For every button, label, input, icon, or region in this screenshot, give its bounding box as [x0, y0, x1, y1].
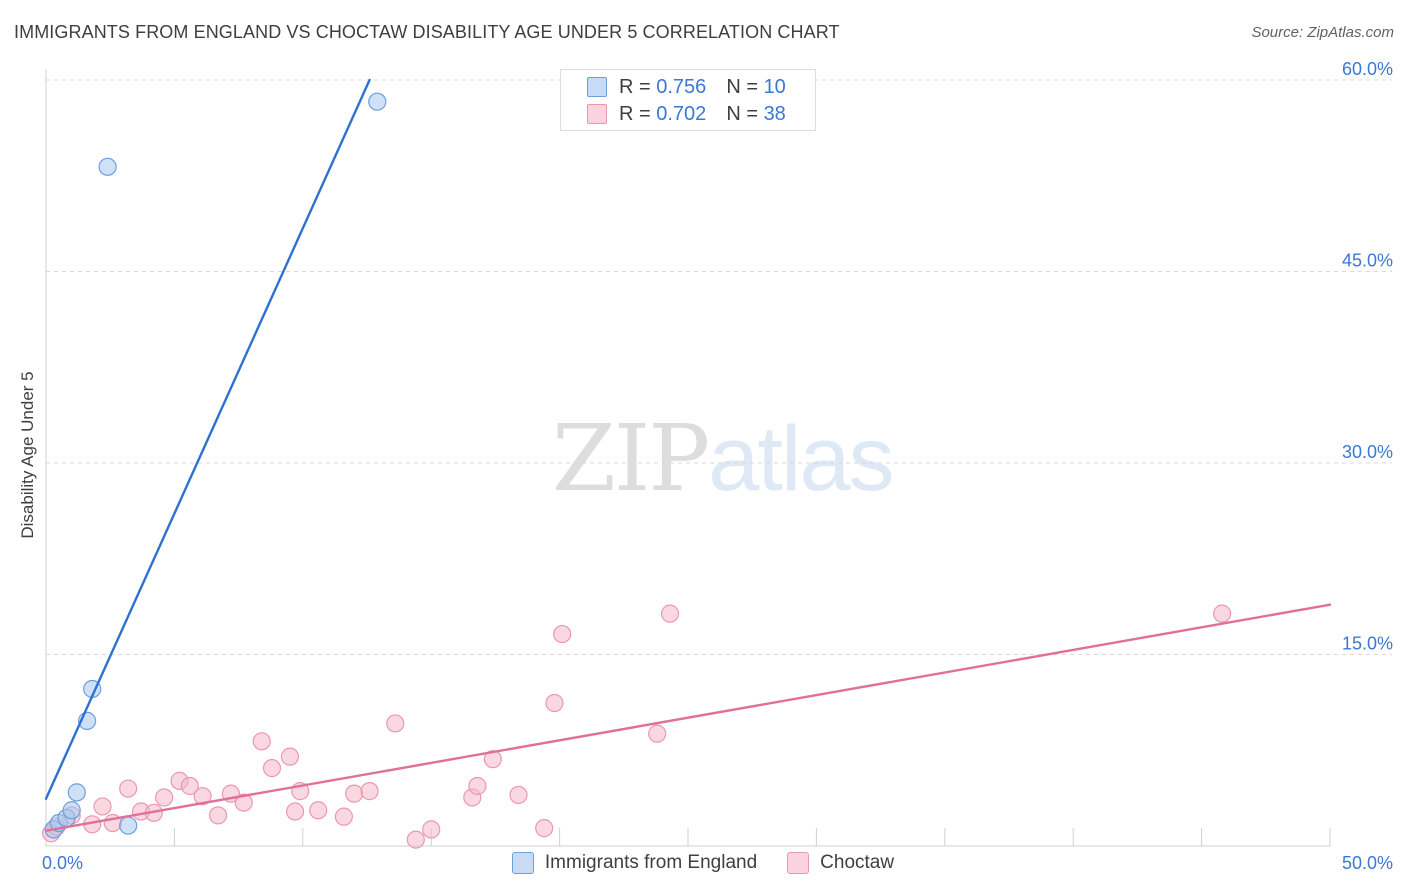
source-label: Source: ZipAtlas.com: [1251, 24, 1394, 41]
legend-r-value-choctaw: 0.702: [656, 102, 707, 125]
point-choctaw-6: [119, 779, 138, 798]
point-choctaw-35: [648, 724, 667, 743]
series-name-england: Immigrants from England: [544, 852, 758, 873]
point-choctaw-22: [334, 807, 353, 826]
point-choctaw-18: [280, 747, 300, 766]
point-choctaw-31: [509, 785, 528, 805]
point-choctaw-12: [193, 787, 212, 806]
legend-n-label: N =: [726, 75, 758, 98]
legend-r-value-england: 0.756: [656, 75, 707, 98]
point-choctaw-9: [155, 788, 174, 807]
series-name-choctaw: Choctaw: [820, 852, 895, 873]
point-choctaw-30: [483, 750, 502, 769]
point-choctaw-23: [345, 784, 364, 803]
point-choctaw-19: [285, 802, 305, 821]
y-tick-label-30: 30.0%: [1342, 442, 1393, 462]
watermark-zip: ZIP: [552, 405, 710, 512]
x-ticks: [45, 828, 1331, 846]
point-choctaw-13: [208, 806, 228, 825]
legend-n-label: N =: [726, 102, 758, 125]
series-legend: Immigrants from England Choctaw: [0, 852, 1406, 874]
y-tick-label-60: 60.0%: [1342, 59, 1393, 79]
trend-lines: [44, 78, 1332, 832]
y-tick-label-45: 45.0%: [1342, 251, 1393, 271]
point-choctaw-33: [545, 693, 564, 713]
point-choctaw-29: [468, 776, 487, 796]
chart-title: IMMIGRANTS FROM ENGLAND VS CHOCTAW DISAB…: [14, 22, 840, 42]
correlation-legend: R = 0.756 N = 10 R = 0.702 N = 38: [560, 69, 816, 131]
point-england-8: [119, 816, 138, 835]
point-choctaw-21: [309, 801, 328, 820]
y-tick-labels: 15.0% 30.0% 45.0% 60.0%: [1342, 59, 1393, 654]
point-choctaw-24: [360, 782, 379, 801]
zipatlas-watermark: ZIPatlas: [552, 405, 895, 512]
watermark-atlas: atlas: [708, 408, 894, 510]
point-choctaw-4: [93, 797, 112, 816]
legend-n-value-england: 10: [763, 75, 786, 98]
point-choctaw-37: [1213, 604, 1232, 623]
trend-line-england: [44, 78, 371, 800]
legend-swatch-choctaw: [587, 104, 607, 124]
legend-r-label: R =: [619, 102, 651, 125]
point-choctaw-15: [234, 793, 253, 812]
point-england-3: [62, 801, 81, 820]
x-tick-label-max: 50.0%: [1342, 853, 1393, 873]
point-choctaw-11: [180, 776, 199, 796]
point-choctaw-36: [660, 604, 680, 623]
legend-row-england: R = 0.756 N = 10: [587, 74, 786, 100]
legend-r-label: R =: [619, 75, 651, 98]
trend-line-choctaw: [44, 603, 1332, 832]
legend-swatch-england: [587, 77, 607, 97]
data-points: [42, 92, 1232, 849]
point-choctaw-34: [553, 624, 572, 644]
series-legend-england[interactable]: Immigrants from England: [511, 852, 758, 874]
series-swatch-england: [511, 852, 534, 874]
grid-lines: [46, 79, 1392, 655]
point-england-4: [67, 783, 86, 802]
axes: [45, 70, 1330, 847]
legend-n-value-choctaw: 38: [763, 102, 786, 125]
point-choctaw-26: [406, 830, 425, 849]
point-choctaw-17: [262, 759, 282, 778]
series-legend-choctaw[interactable]: Choctaw: [787, 852, 894, 874]
point-england-9: [368, 92, 387, 111]
point-england-7: [98, 157, 117, 176]
point-choctaw-32: [535, 819, 554, 838]
x-tick-label-min: 0.0%: [42, 853, 83, 873]
legend-row-choctaw: R = 0.702 N = 38: [587, 101, 786, 127]
point-choctaw-27: [422, 820, 441, 839]
x-tick-labels: 0.0% 50.0%: [42, 853, 1393, 873]
series-swatch-choctaw: [787, 852, 810, 874]
y-tick-label-15: 15.0%: [1342, 634, 1393, 654]
point-choctaw-25: [386, 714, 405, 733]
point-choctaw-16: [252, 732, 271, 751]
